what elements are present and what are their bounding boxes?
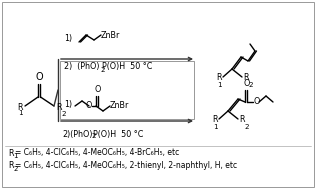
Text: R: R [8, 161, 14, 170]
Text: ZnBr: ZnBr [110, 101, 129, 111]
Text: 2: 2 [61, 111, 66, 117]
Text: O: O [86, 101, 92, 111]
Text: 1): 1) [64, 101, 72, 109]
Text: 2)  (PhO): 2) (PhO) [64, 63, 100, 71]
Text: P(O)H  50 °C: P(O)H 50 °C [102, 63, 153, 71]
Text: 1): 1) [64, 35, 72, 43]
Text: 1: 1 [18, 110, 23, 116]
Text: R: R [17, 102, 23, 112]
Text: 1: 1 [14, 153, 18, 159]
Text: = C₆H₅, 4-ClC₆H₅, 4-MeOC₆H₅, 4-BrC₆H₅, etc: = C₆H₅, 4-ClC₆H₅, 4-MeOC₆H₅, 4-BrC₆H₅, e… [15, 149, 180, 157]
Text: 1: 1 [217, 82, 222, 88]
Text: 2: 2 [244, 124, 249, 130]
Text: O: O [254, 98, 260, 106]
Text: P(O)H  50 °C: P(O)H 50 °C [94, 129, 144, 139]
Bar [60, 61, 194, 119]
Text: O: O [243, 79, 249, 88]
Text: R: R [239, 115, 245, 125]
Text: 2: 2 [91, 133, 96, 139]
Text: R: R [56, 104, 62, 112]
Text: = C₆H₅, 4-ClC₆H₅, 4-MeOC₆H₅, 2-thienyl, 2-naphthyl, H, etc: = C₆H₅, 4-ClC₆H₅, 4-MeOC₆H₅, 2-thienyl, … [15, 161, 238, 170]
Text: 2: 2 [248, 82, 252, 88]
Text: ZnBr: ZnBr [101, 30, 120, 40]
Text: O: O [35, 72, 43, 82]
Text: O: O [94, 85, 100, 94]
Text: R: R [8, 149, 14, 157]
Text: R: R [216, 74, 222, 83]
Text: 2)(PhO): 2)(PhO) [62, 129, 93, 139]
Text: R: R [243, 74, 248, 83]
Text: 1: 1 [213, 124, 218, 130]
Text: 2: 2 [100, 67, 105, 73]
Text: 2: 2 [14, 166, 18, 172]
Text: R: R [212, 115, 218, 125]
